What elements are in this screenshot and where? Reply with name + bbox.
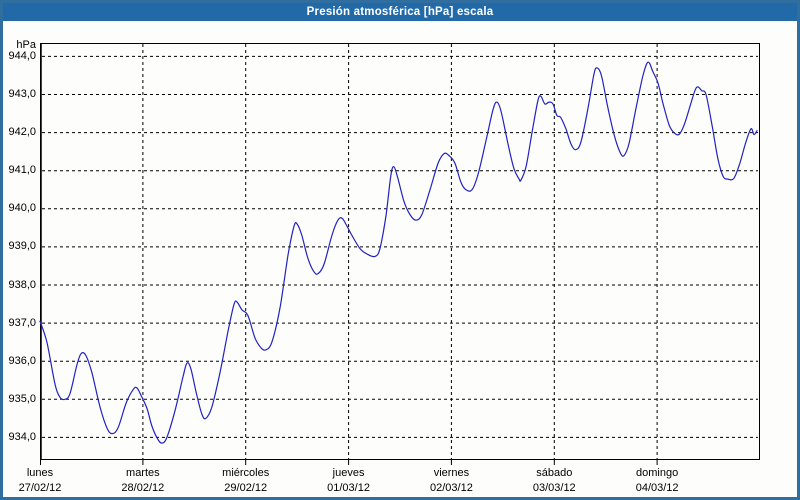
- horizontal-gridlines: [42, 55, 758, 438]
- day-date: 28/02/12: [121, 482, 165, 494]
- day-name: domingo: [636, 467, 679, 479]
- day-date: 27/02/12: [18, 482, 62, 494]
- y-tick-label: 940,0: [8, 202, 36, 215]
- day-name: sábado: [536, 467, 573, 479]
- day-name: lunes: [26, 467, 54, 479]
- y-axis-unit-label: hPa: [16, 39, 36, 51]
- day-name: miércoles: [222, 467, 270, 479]
- x-axis-day-label: domingo 04/03/12: [609, 466, 705, 496]
- title-bar: Presión atmosférica [hPa] escala: [3, 3, 797, 21]
- day-date: 03/03/12: [532, 482, 576, 494]
- y-tick-label: 936,0: [8, 354, 36, 367]
- y-tick-label: 934,0: [8, 430, 36, 443]
- x-axis-day-label: miércoles 29/02/12: [198, 466, 294, 496]
- x-axis-day-label: martes 28/02/12: [95, 466, 191, 496]
- day-name: martes: [126, 467, 160, 479]
- y-tick-label: 944,0: [8, 49, 36, 62]
- day-date: 29/02/12: [224, 482, 268, 494]
- vertical-gridlines: [142, 44, 658, 459]
- x-axis-ticks: [40, 460, 658, 465]
- pressure-line: [39, 61, 758, 444]
- y-tick-label: 937,0: [8, 316, 36, 329]
- plot-border: [40, 43, 760, 460]
- y-tick-label: 935,0: [8, 392, 36, 405]
- window-title: Presión atmosférica [hPa] escala: [306, 6, 494, 18]
- pressure-chart-plot-area: [39, 43, 760, 465]
- y-tick-label: 942,0: [8, 126, 36, 139]
- y-tick-label: 943,0: [8, 88, 36, 100]
- x-axis-day-label: sábado 03/03/12: [506, 466, 602, 496]
- day-date: 02/03/12: [430, 482, 473, 494]
- day-date: 01/03/12: [327, 482, 370, 494]
- day-name: viernes: [433, 467, 470, 479]
- y-tick-label: 939,0: [8, 240, 36, 253]
- x-axis-day-label: lunes 27/02/12: [0, 466, 88, 496]
- y-tick-label: 941,0: [8, 164, 36, 177]
- x-axis-day-label: viernes 02/03/12: [403, 466, 499, 496]
- x-axis-day-label: jueves 01/03/12: [301, 466, 397, 496]
- day-name: jueves: [332, 467, 365, 479]
- y-tick-label: 938,0: [8, 278, 36, 291]
- day-date: 04/03/12: [635, 482, 679, 494]
